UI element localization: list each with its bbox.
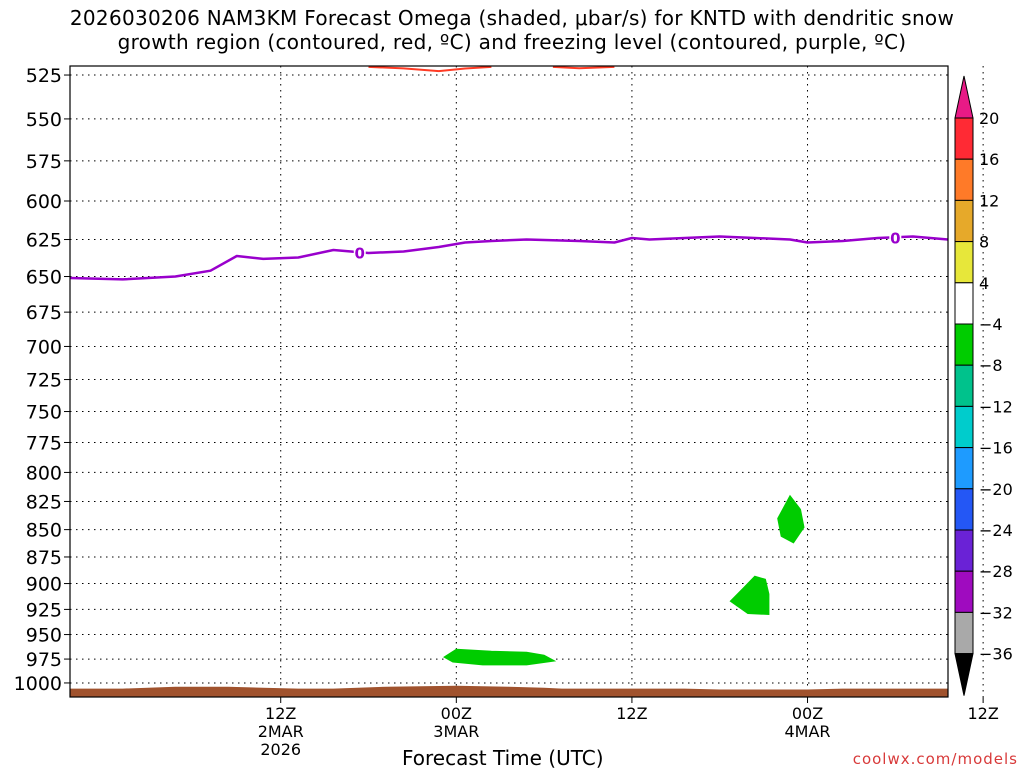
freezing-level-label-bg — [889, 229, 902, 245]
dgz-contour — [552, 66, 615, 70]
colorbar-segment — [954, 364, 974, 407]
colorbar-label: −36 — [979, 645, 1013, 664]
x-tick-label: 3MAR — [433, 722, 479, 741]
freezing-level-label: 0 — [355, 244, 365, 262]
colorbar-label: −32 — [979, 603, 1013, 622]
y-tick-label: 950 — [26, 625, 62, 647]
y-tick-label: 600 — [26, 191, 62, 213]
y-tick-label: 725 — [26, 370, 62, 392]
y-tick-label: 775 — [26, 432, 62, 454]
colorbar-segment — [954, 529, 974, 572]
colorbar-label: 20 — [979, 109, 999, 128]
colorbar-label: 4 — [979, 274, 989, 293]
y-tick-label: 550 — [26, 109, 62, 131]
chart-title-line-2: growth region (contoured, red, ºC) and f… — [117, 30, 907, 54]
x-tick-label: 00Z — [792, 704, 823, 723]
y-tick-label: 625 — [26, 230, 62, 252]
colorbar-segment — [954, 611, 974, 655]
freezing-level-label-bg — [353, 244, 366, 260]
colorbar-segment — [954, 241, 974, 284]
x-tick-label: 2MAR — [258, 722, 304, 741]
y-tick-label: 675 — [26, 302, 62, 324]
omega-region — [729, 575, 770, 616]
colorbar: 20 16 12 8 4 −4 −8 −12 −16 −20 −24 −28 −32 −36 — [954, 75, 1013, 696]
plot-contents: 00 — [70, 66, 948, 697]
colorbar-label: −8 — [979, 356, 1003, 375]
colorbar-segment — [954, 488, 974, 531]
y-tick-label: 800 — [26, 462, 62, 484]
y-tick-label: 700 — [26, 336, 62, 358]
freezing-level-label: 0 — [890, 229, 900, 247]
y-axis: 525 550 575 600 625 650 675 700 725 750 775 800 825 8… — [14, 65, 70, 695]
colorbar-label: −28 — [979, 562, 1013, 581]
dgz-contour — [368, 66, 492, 73]
y-tick-label: 525 — [26, 65, 62, 87]
freezing-level-line — [70, 235, 948, 281]
x-axis-label: Forecast Time (UTC) — [402, 746, 604, 770]
y-tick-label: 825 — [26, 491, 62, 513]
x-tick-label: 12Z — [616, 704, 647, 723]
omega-region — [777, 494, 805, 544]
colorbar-label: −16 — [979, 439, 1013, 458]
chart-title: 2026030206 NAM3KM Forecast Omega (shaded… — [0, 6, 1024, 54]
y-tick-label: 925 — [26, 599, 62, 621]
y-tick-label: 650 — [26, 267, 62, 289]
colorbar-top-arrow — [954, 75, 974, 119]
y-tick-label: 850 — [26, 520, 62, 542]
terrain-shading — [70, 685, 948, 697]
colorbar-segment — [954, 323, 974, 366]
y-tick-label: 575 — [26, 151, 62, 173]
colorbar-label: 8 — [979, 233, 989, 252]
x-tick-label: 2026 — [260, 740, 301, 759]
x-tick-label: 00Z — [441, 704, 472, 723]
grid-lines — [70, 66, 984, 697]
colorbar-segment — [954, 447, 974, 490]
y-tick-label: 750 — [26, 402, 62, 424]
colorbar-label: −12 — [979, 397, 1013, 416]
source-credit: coolwx.com/models — [852, 750, 1018, 768]
y-tick-label: 900 — [26, 574, 62, 596]
y-tick-label: 1000 — [14, 673, 62, 695]
colorbar-label: 12 — [979, 191, 999, 210]
chart-title-line-1: 2026030206 NAM3KM Forecast Omega (shaded… — [69, 6, 955, 30]
colorbar-label: 16 — [979, 150, 999, 169]
x-tick-label: 12Z — [265, 704, 296, 723]
colorbar-segment — [954, 199, 974, 243]
colorbar-segment — [954, 405, 974, 449]
x-tick-label: 12Z — [967, 704, 998, 723]
colorbar-segment — [954, 158, 974, 201]
x-tick-label: 4MAR — [784, 722, 830, 741]
colorbar-segment — [954, 282, 974, 325]
colorbar-label: −24 — [979, 521, 1013, 540]
y-tick-label: 975 — [26, 649, 62, 671]
colorbar-bottom-arrow — [954, 653, 974, 696]
colorbar-segment — [954, 570, 974, 613]
colorbar-segment — [954, 117, 974, 160]
omega-region — [443, 648, 557, 666]
colorbar-label: −4 — [979, 315, 1003, 334]
colorbar-label: −20 — [979, 480, 1013, 499]
plot-frame — [69, 65, 949, 698]
y-tick-label: 875 — [26, 547, 62, 569]
